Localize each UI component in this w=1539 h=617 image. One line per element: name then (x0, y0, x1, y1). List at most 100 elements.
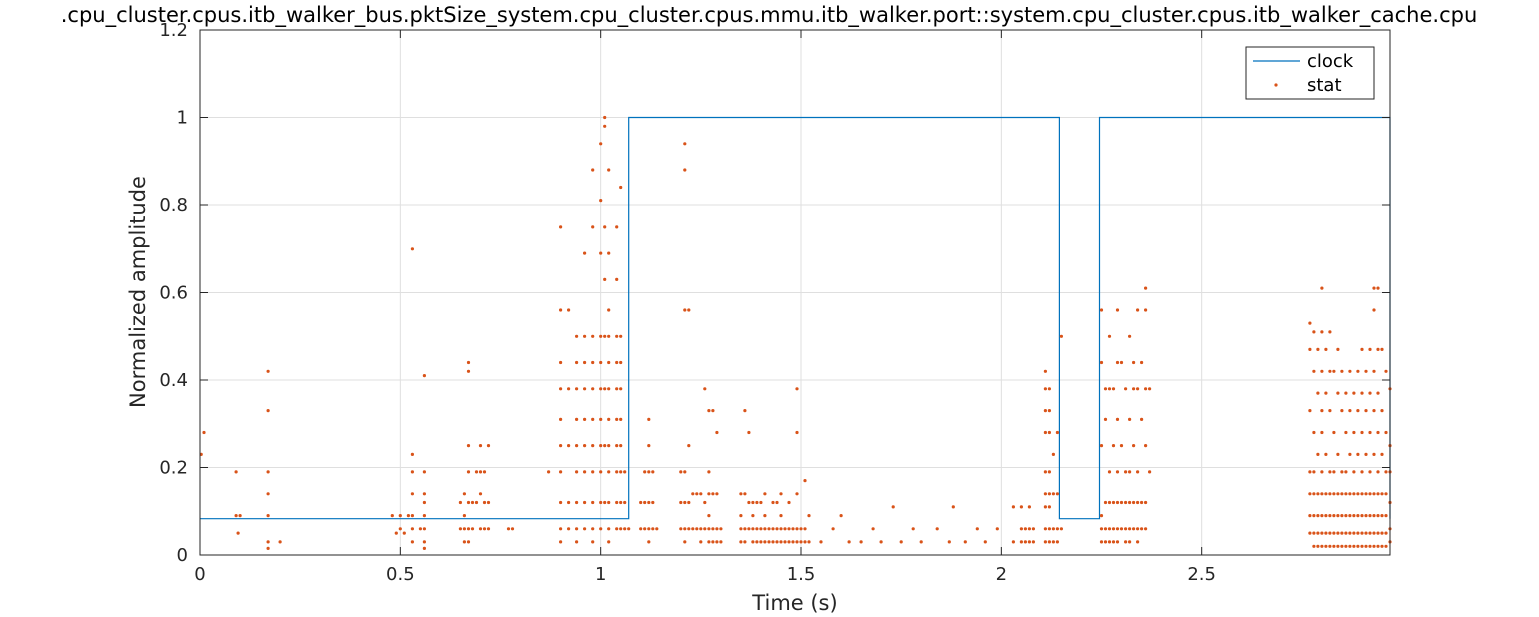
stat-point (1308, 409, 1312, 413)
stat-point (1376, 531, 1380, 535)
stat-point (591, 334, 595, 338)
stat-point (707, 492, 711, 496)
stat-point (647, 527, 651, 531)
stat-point (591, 527, 595, 531)
stat-point (619, 387, 623, 391)
stat-point (599, 470, 603, 474)
stat-point (787, 540, 791, 544)
stat-point (739, 527, 743, 531)
stat-point (591, 500, 595, 505)
stat-point (1111, 540, 1116, 544)
stat-point (707, 514, 711, 518)
stat-point (1348, 514, 1352, 518)
stat-point (1328, 531, 1332, 535)
y-tick-label: 1 (177, 108, 188, 129)
chart-title: .cpu_cluster.cpus.itb_walker_bus.pktSize… (61, 3, 1478, 28)
stat-point (418, 527, 422, 531)
stat-point (1043, 387, 1047, 391)
stat-point (803, 540, 807, 544)
stat-point (478, 470, 483, 474)
stat-point (807, 514, 811, 518)
stat-point (1312, 531, 1316, 535)
stat-point (559, 527, 563, 531)
stat-point (1332, 544, 1336, 548)
stat-point (779, 514, 783, 518)
stat-point (1047, 470, 1051, 474)
stat-point (715, 540, 719, 544)
stat-point (711, 527, 715, 531)
stat-point (879, 540, 883, 544)
stat-point (1324, 347, 1328, 351)
stat-point (1348, 452, 1352, 456)
x-tick-label: 1.5 (787, 564, 816, 585)
stat-point (398, 527, 402, 531)
stat-point (1372, 308, 1376, 312)
stat-point (458, 500, 462, 505)
stat-point (1019, 505, 1024, 509)
stat-point (615, 334, 619, 338)
stat-point (1380, 347, 1384, 351)
stat-point (747, 430, 751, 435)
stat-point (1352, 531, 1356, 535)
stat-point (1055, 540, 1059, 544)
stat-point (1340, 470, 1344, 474)
stat-point (1336, 492, 1340, 496)
stat-point (1051, 527, 1055, 531)
stat-point (1376, 514, 1380, 518)
stat-point (743, 409, 747, 413)
stat-point (711, 409, 715, 413)
stat-point (1320, 470, 1324, 474)
stat-point (619, 185, 623, 190)
stat-point (1111, 527, 1116, 531)
stat-point (607, 500, 611, 505)
stat-point (607, 417, 611, 421)
stat-point (755, 540, 759, 544)
stat-point (1308, 470, 1312, 474)
stat-point (623, 470, 627, 474)
stat-point (510, 527, 515, 531)
stat-point (1099, 540, 1104, 544)
stat-point (1308, 514, 1312, 518)
stat-point (1364, 514, 1368, 518)
stat-point (1320, 330, 1324, 334)
stat-point (1043, 430, 1047, 435)
stat-point (1384, 430, 1388, 435)
stat-point (591, 168, 595, 172)
stat-point (687, 444, 691, 448)
stat-point (947, 540, 951, 544)
stat-point (1308, 492, 1312, 496)
clock-line (200, 116, 1391, 520)
stat-point (791, 527, 795, 531)
stat-point (619, 444, 623, 448)
stat-point (771, 540, 775, 544)
y-tick-label: 0.4 (159, 370, 188, 391)
stat-point (779, 527, 783, 531)
stat-point (486, 500, 491, 505)
stat-point (1320, 531, 1324, 535)
stat-point (791, 540, 795, 544)
stat-point (462, 492, 466, 496)
stat-point (1124, 500, 1128, 505)
stat-point (1348, 409, 1352, 413)
stat-point (783, 527, 787, 531)
stat-point (1376, 492, 1380, 496)
stat-point (238, 514, 242, 518)
stat-point (1043, 369, 1047, 373)
stat-point (1332, 369, 1336, 373)
stat-point (599, 142, 603, 146)
stat-point (559, 387, 563, 391)
stat-point (1360, 430, 1364, 435)
stat-point (482, 500, 487, 505)
stat-point (607, 540, 611, 544)
stat-point (1336, 347, 1340, 351)
stat-point (462, 514, 466, 518)
stat-point (807, 540, 811, 544)
stat-point (1344, 430, 1348, 435)
stat-point (1372, 531, 1376, 535)
stat-point (202, 430, 206, 435)
stat-point (1128, 470, 1132, 474)
stat-point (1055, 430, 1059, 435)
stat-point (1011, 540, 1016, 544)
stat-point (1340, 409, 1344, 413)
